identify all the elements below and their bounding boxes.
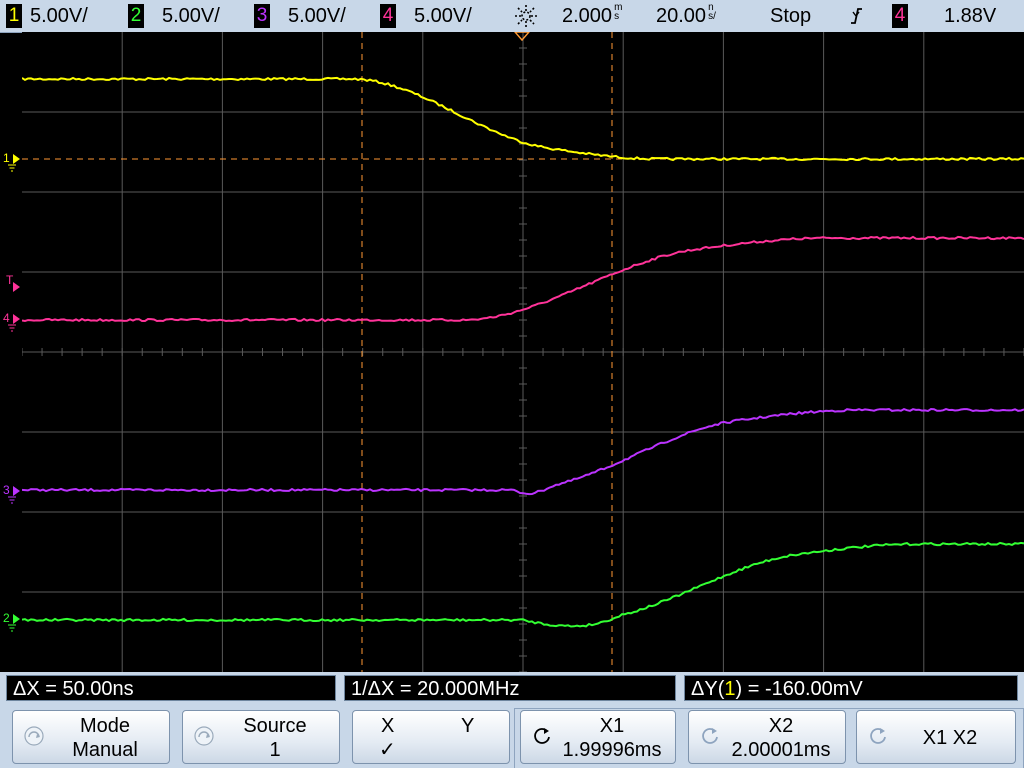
channel-1-trace — [22, 76, 1024, 162]
horizontal-position-icon — [515, 5, 537, 27]
mode-softkey-label: Mode — [79, 715, 131, 737]
trigger-marker-label: T — [6, 273, 14, 287]
x2-cursor-softkey[interactable]: X2 2.00001ms — [688, 710, 846, 764]
rotate-knob-icon — [702, 728, 718, 744]
xy-softkey-y-label: Y — [461, 715, 475, 737]
channel-1-ground-marker[interactable]: 1 — [0, 148, 22, 172]
delta-y-prefix: ΔY( — [691, 678, 725, 700]
trigger-source-badge[interactable]: 4 — [892, 4, 908, 28]
x1-softkey-value: 1.99996ms — [562, 739, 662, 761]
inverse-delta-x-readout: 1/ΔX = 20.000MHz — [344, 675, 676, 701]
x1-x2-softkey-label: X1 X2 — [922, 727, 978, 749]
channel-4-marker-label: 4 — [3, 311, 10, 325]
timebase[interactable]: 20.00 n s/ — [656, 2, 716, 28]
entry-knob-icon — [194, 726, 214, 746]
softkey-bar: Mode Manual Source 1 X Y ✓ X1 1.99996ms … — [0, 704, 1024, 768]
source-softkey-label: Source — [243, 715, 307, 737]
entry-knob-icon — [24, 726, 44, 746]
channel-4-ground-marker[interactable]: 4 — [0, 308, 22, 332]
channel-4-trace — [22, 235, 1024, 323]
status-bar: 1 5.00V/ 2 5.00V/ 3 5.00V/ 4 5.00V/ 2.00… — [0, 0, 1024, 33]
channel-4-badge[interactable]: 4 — [380, 4, 396, 28]
checkmark-icon: ✓ — [379, 739, 396, 761]
rotate-knob-icon — [534, 728, 550, 744]
rotate-knob-icon — [870, 728, 886, 744]
x2-softkey-value: 2.00001ms — [731, 739, 831, 761]
delta-x-readout: ΔX = 50.00ns — [6, 675, 336, 701]
cursors — [22, 32, 1024, 672]
x1-x2-cursor-softkey[interactable]: X1 X2 — [856, 710, 1016, 764]
channel-3-scale: 5.00V/ — [288, 5, 346, 27]
trigger-level-marker[interactable]: T — [0, 272, 22, 296]
measurement-bar: ΔX = 50.00ns 1/ΔX = 20.000MHz ΔY(1) = -1… — [0, 672, 1024, 704]
timebase-unit: n s/ — [708, 2, 716, 22]
channel-2-badge[interactable]: 2 — [128, 4, 144, 28]
trigger-level[interactable]: 1.88V — [944, 5, 997, 27]
channel-1-scale: 5.00V/ — [30, 5, 88, 27]
mode-softkey[interactable]: Mode Manual — [12, 710, 170, 764]
source-softkey-value: 1 — [269, 739, 281, 761]
channel-4-scale: 5.00V/ — [414, 5, 472, 27]
channel-3-badge[interactable]: 3 — [254, 4, 270, 28]
channel-3-marker-label: 3 — [3, 483, 10, 497]
delta-y-source: 1 — [724, 678, 736, 700]
graticule — [22, 32, 1024, 672]
traces — [22, 76, 1024, 628]
time-position-unit: m s — [614, 2, 623, 22]
trigger-position-marker[interactable] — [514, 32, 530, 42]
delta-y-suffix: ) = -160.00mV — [735, 678, 863, 700]
run-state[interactable]: Stop — [770, 5, 812, 27]
channel-3-trace — [22, 407, 1024, 496]
mode-softkey-value: Manual — [72, 739, 138, 761]
xy-softkey-x-label: X — [381, 715, 395, 737]
channel-1-marker-label: 1 — [3, 151, 10, 165]
waveform-display[interactable] — [22, 32, 1024, 672]
waveform-plot — [22, 32, 1024, 672]
falling-edge-icon — [851, 8, 862, 24]
channel-2-trace — [22, 541, 1024, 628]
channel-2-marker-label: 2 — [3, 611, 10, 625]
source-softkey[interactable]: Source 1 — [182, 710, 340, 764]
delta-y-readout: ΔY(1) = -160.00mV — [684, 675, 1018, 701]
xy-softkey[interactable]: X Y ✓ — [352, 710, 510, 764]
channel-2-scale: 5.00V/ — [162, 5, 220, 27]
channel-3-ground-marker[interactable]: 3 — [0, 480, 22, 504]
channel-2-ground-marker[interactable]: 2 — [0, 608, 22, 632]
x1-cursor-softkey[interactable]: X1 1.99996ms — [520, 710, 676, 764]
x2-softkey-label: X2 — [768, 715, 794, 737]
channel-1-badge[interactable]: 1 — [6, 4, 22, 28]
time-position[interactable]: 2.000 m s — [562, 2, 623, 28]
x1-softkey-label: X1 — [599, 715, 625, 737]
